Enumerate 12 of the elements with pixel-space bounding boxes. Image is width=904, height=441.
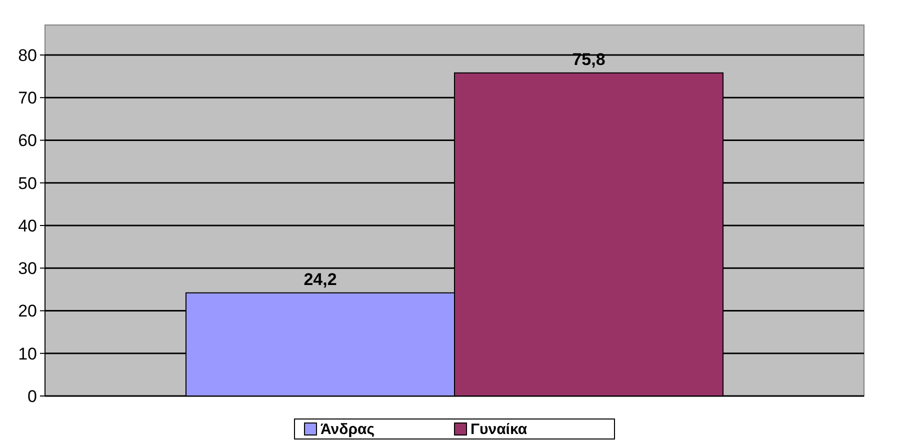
y-tick-label: 30 [18, 259, 37, 278]
y-tick-label: 60 [18, 131, 37, 150]
data-label: 24,2 [304, 270, 337, 289]
y-tick-label: 10 [18, 344, 37, 364]
y-tick-label: 70 [18, 88, 37, 108]
legend-label: Άνδρας [320, 421, 375, 438]
y-tick-label: 20 [18, 302, 37, 321]
y-tick-label: 40 [18, 216, 37, 236]
legend-label: Γυναίκα [470, 421, 528, 438]
y-tick-label: 0 [28, 386, 37, 406]
y-tick-label: 50 [18, 174, 37, 193]
y-tick-label: 80 [18, 46, 37, 65]
